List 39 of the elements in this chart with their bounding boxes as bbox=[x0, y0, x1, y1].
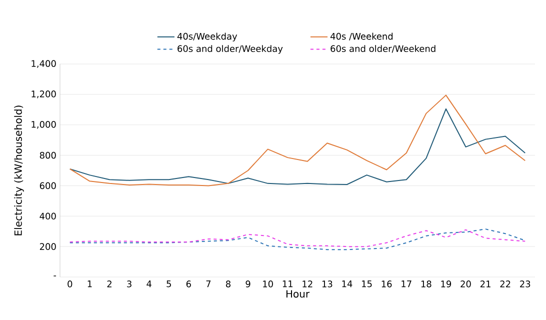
x-tick-label: 18 bbox=[421, 280, 432, 288]
x-tick-label: 20 bbox=[460, 280, 471, 288]
x-tick-label: 9 bbox=[246, 280, 250, 288]
x-tick-label: 12 bbox=[302, 280, 312, 288]
x-tick-label: 16 bbox=[382, 280, 392, 288]
x-tick-label: 13 bbox=[322, 280, 332, 288]
x-tick-label: 5 bbox=[166, 280, 171, 288]
line-series bbox=[69, 108, 526, 185]
legend-label: 40s/Weekday bbox=[177, 32, 238, 42]
x-tick-label: 2 bbox=[107, 280, 112, 288]
x-tick-label: 21 bbox=[480, 280, 490, 288]
x-tick-label: 0 bbox=[68, 280, 72, 288]
legend-label: 40s /Weekend bbox=[330, 32, 393, 40]
x-tick-label: 15 bbox=[362, 280, 372, 288]
line-series bbox=[69, 94, 526, 186]
x-axis-title: Hour bbox=[286, 290, 310, 298]
x-tick-label: 4 bbox=[146, 280, 152, 288]
y-tick-label: 600 bbox=[40, 182, 56, 190]
x-tick-label: 3 bbox=[127, 280, 132, 288]
x-tick-label: 14 bbox=[342, 280, 352, 288]
x-tick-label: 8 bbox=[226, 280, 230, 288]
y-tick-label: 1,200 bbox=[32, 90, 56, 98]
x-tick-label: 19 bbox=[441, 280, 452, 288]
legend-label: 60s and older/Weekend bbox=[330, 45, 436, 53]
y-tick-label: 800 bbox=[40, 152, 56, 159]
y-tick-label: 400 bbox=[40, 212, 56, 220]
x-tick-label: 17 bbox=[402, 280, 412, 288]
x-tick-label: 6 bbox=[186, 280, 191, 288]
legend-label: 60s and older/Weekday bbox=[178, 45, 283, 54]
x-tick-label: 22 bbox=[500, 280, 510, 288]
y-tick-label: 200 bbox=[40, 243, 56, 250]
y-axis-title: Electricity (kW/household) bbox=[14, 106, 24, 236]
y-tick-label: 1,000 bbox=[32, 120, 56, 129]
x-tick-label: 10 bbox=[263, 280, 273, 288]
x-tick-label: 23 bbox=[520, 280, 530, 288]
x-tick-label: 11 bbox=[282, 280, 293, 288]
x-tick-label: 7 bbox=[206, 280, 211, 288]
y-tick-label: 1,400 bbox=[32, 60, 56, 68]
x-tick-label: 1 bbox=[88, 280, 92, 288]
